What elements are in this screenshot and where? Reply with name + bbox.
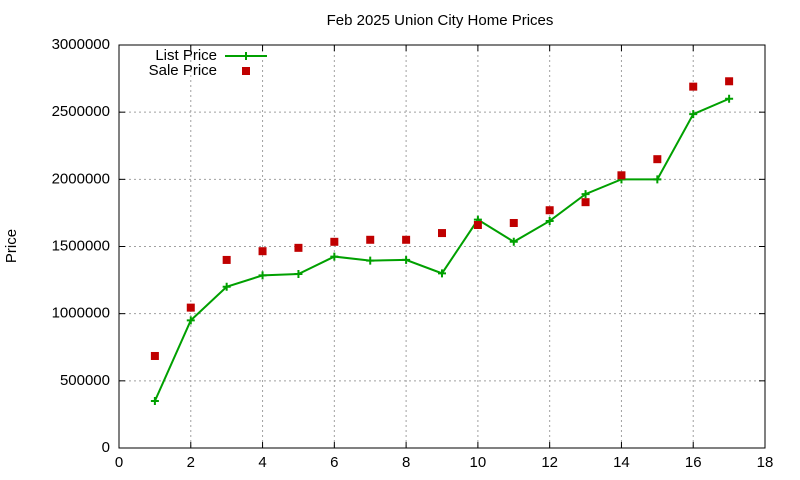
data-point xyxy=(330,252,339,261)
y-tick-label: 500000 xyxy=(60,372,110,389)
x-tick-label: 0 xyxy=(115,454,123,471)
data-point xyxy=(509,237,518,246)
data-point xyxy=(402,255,411,264)
data-point xyxy=(509,218,518,227)
data-point xyxy=(617,171,626,180)
legend-label: Sale Price xyxy=(149,62,217,79)
y-tick-label: 2000000 xyxy=(52,170,110,187)
data-point xyxy=(581,190,590,199)
data-point xyxy=(653,175,662,184)
x-tick-label: 8 xyxy=(402,454,410,471)
y-tick-label: 0 xyxy=(102,439,110,456)
y-tick-label: 1500000 xyxy=(52,237,110,254)
data-point xyxy=(222,255,231,264)
data-point xyxy=(545,206,554,215)
data-point xyxy=(258,247,267,256)
data-point xyxy=(366,256,375,265)
data-point xyxy=(725,94,734,103)
data-point xyxy=(689,82,698,91)
data-point xyxy=(294,270,303,279)
x-tick-label: 18 xyxy=(757,454,774,471)
x-tick-label: 2 xyxy=(187,454,195,471)
data-point xyxy=(330,237,339,246)
data-point xyxy=(438,269,446,278)
data-point xyxy=(581,198,590,207)
data-point xyxy=(186,303,195,312)
x-tick-label: 10 xyxy=(470,454,487,471)
y-axis-label: Price xyxy=(3,229,20,263)
data-point xyxy=(402,235,411,244)
data-point xyxy=(186,316,195,325)
data-point xyxy=(294,243,303,252)
x-tick-label: 16 xyxy=(685,454,702,471)
x-tick-label: 14 xyxy=(613,454,630,471)
legend-label: List Price xyxy=(155,47,217,64)
data-point xyxy=(258,271,267,280)
data-point xyxy=(473,221,482,230)
series-line xyxy=(153,97,730,402)
data-point xyxy=(222,282,231,291)
chart-title: Feb 2025 Union City Home Prices xyxy=(327,12,554,29)
y-tick-label: 2500000 xyxy=(52,103,110,120)
legend-marker xyxy=(242,67,250,75)
data-point xyxy=(725,77,734,86)
data-point xyxy=(689,110,698,119)
data-point xyxy=(150,351,159,360)
x-tick-label: 4 xyxy=(258,454,266,471)
data-point xyxy=(366,235,375,244)
data-point xyxy=(545,216,554,225)
data-point xyxy=(653,155,662,164)
y-tick-label: 3000000 xyxy=(52,36,110,53)
data-point xyxy=(438,229,446,238)
plot-frame xyxy=(118,44,766,449)
x-tick-label: 6 xyxy=(330,454,338,471)
legend-marker xyxy=(242,52,250,60)
y-tick-label: 1000000 xyxy=(52,305,110,322)
x-tick-label: 12 xyxy=(541,454,558,471)
data-point xyxy=(150,396,159,405)
